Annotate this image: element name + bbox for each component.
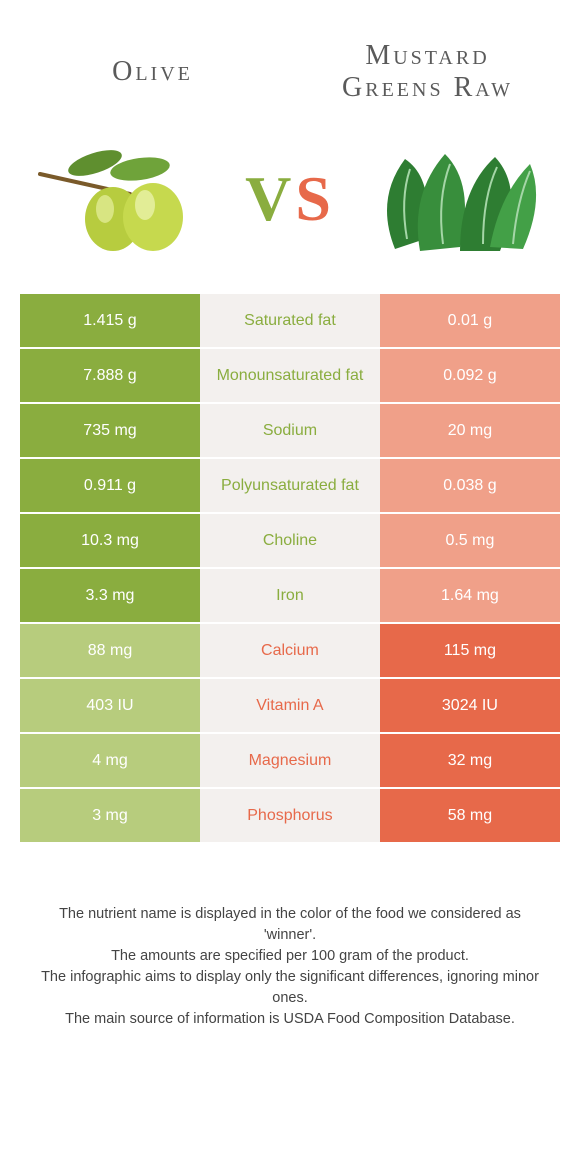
vs-label: VS bbox=[245, 162, 335, 236]
value-olive: 403 IU bbox=[20, 679, 200, 732]
nutrient-label: Vitamin A bbox=[200, 679, 380, 732]
header-titles: Olive Mustard Greens Raw bbox=[20, 0, 560, 124]
nutrient-label: Magnesium bbox=[200, 734, 380, 787]
table-row: 7.888 gMonounsaturated fat0.092 g bbox=[20, 349, 560, 404]
value-mustard: 1.64 mg bbox=[380, 569, 560, 622]
nutrient-table: 1.415 gSaturated fat0.01 g7.888 gMonouns… bbox=[20, 294, 560, 844]
mustard-greens-icon bbox=[360, 134, 550, 264]
value-mustard: 0.092 g bbox=[380, 349, 560, 402]
value-mustard: 0.01 g bbox=[380, 294, 560, 347]
title-olive: Olive bbox=[40, 56, 265, 88]
vs-v: V bbox=[245, 163, 295, 234]
value-olive: 0.911 g bbox=[20, 459, 200, 512]
table-row: 88 mgCalcium115 mg bbox=[20, 624, 560, 679]
olive-icon bbox=[30, 134, 220, 264]
value-mustard: 115 mg bbox=[380, 624, 560, 677]
table-row: 3.3 mgIron1.64 mg bbox=[20, 569, 560, 624]
value-mustard: 20 mg bbox=[380, 404, 560, 457]
footer-line-4: The main source of information is USDA F… bbox=[40, 1009, 540, 1030]
table-row: 4 mgMagnesium32 mg bbox=[20, 734, 560, 789]
value-olive: 4 mg bbox=[20, 734, 200, 787]
value-mustard: 3024 IU bbox=[380, 679, 560, 732]
footer-notes: The nutrient name is displayed in the co… bbox=[20, 844, 560, 1030]
value-olive: 3 mg bbox=[20, 789, 200, 842]
nutrient-label: Iron bbox=[200, 569, 380, 622]
value-mustard: 32 mg bbox=[380, 734, 560, 787]
value-olive: 88 mg bbox=[20, 624, 200, 677]
value-olive: 735 mg bbox=[20, 404, 200, 457]
footer-line-2: The amounts are specified per 100 gram o… bbox=[40, 946, 540, 967]
value-olive: 10.3 mg bbox=[20, 514, 200, 567]
nutrient-label: Monounsaturated fat bbox=[200, 349, 380, 402]
value-olive: 1.415 g bbox=[20, 294, 200, 347]
nutrient-label: Polyunsaturated fat bbox=[200, 459, 380, 512]
table-row: 403 IUVitamin A3024 IU bbox=[20, 679, 560, 734]
title-mustard: Mustard Greens Raw bbox=[315, 40, 540, 104]
nutrient-label: Sodium bbox=[200, 404, 380, 457]
table-row: 1.415 gSaturated fat0.01 g bbox=[20, 294, 560, 349]
nutrient-label: Choline bbox=[200, 514, 380, 567]
nutrient-label: Saturated fat bbox=[200, 294, 380, 347]
value-olive: 7.888 g bbox=[20, 349, 200, 402]
footer-line-1: The nutrient name is displayed in the co… bbox=[40, 904, 540, 946]
value-mustard: 58 mg bbox=[380, 789, 560, 842]
value-mustard: 0.038 g bbox=[380, 459, 560, 512]
table-row: 735 mgSodium20 mg bbox=[20, 404, 560, 459]
value-olive: 3.3 mg bbox=[20, 569, 200, 622]
table-row: 10.3 mgCholine0.5 mg bbox=[20, 514, 560, 569]
table-row: 0.911 gPolyunsaturated fat0.038 g bbox=[20, 459, 560, 514]
vs-row: VS bbox=[20, 124, 560, 294]
value-mustard: 0.5 mg bbox=[380, 514, 560, 567]
vs-s: S bbox=[295, 163, 335, 234]
nutrient-label: Calcium bbox=[200, 624, 380, 677]
nutrient-label: Phosphorus bbox=[200, 789, 380, 842]
footer-line-3: The infographic aims to display only the… bbox=[40, 967, 540, 1009]
table-row: 3 mgPhosphorus58 mg bbox=[20, 789, 560, 844]
